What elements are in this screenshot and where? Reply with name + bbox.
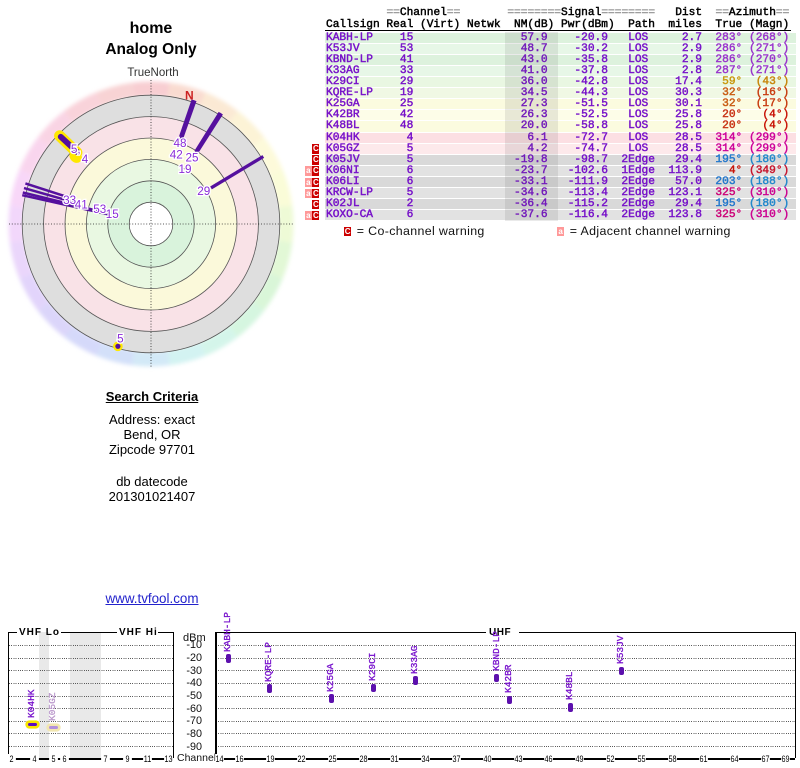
- svg-text:41: 41: [75, 199, 88, 212]
- svg-text:4: 4: [82, 153, 89, 166]
- svg-text:53: 53: [93, 203, 106, 216]
- svg-text:5: 5: [117, 332, 124, 345]
- svg-text:15: 15: [106, 208, 120, 221]
- svg-text:42: 42: [170, 149, 183, 162]
- svg-text:5,: 5,: [71, 143, 81, 156]
- svg-text:N: N: [185, 89, 194, 103]
- svg-text:25: 25: [185, 152, 199, 165]
- svg-text:33: 33: [63, 194, 76, 207]
- svg-text:48: 48: [173, 137, 186, 150]
- svg-text:29: 29: [197, 185, 210, 198]
- svg-text:19: 19: [178, 163, 191, 176]
